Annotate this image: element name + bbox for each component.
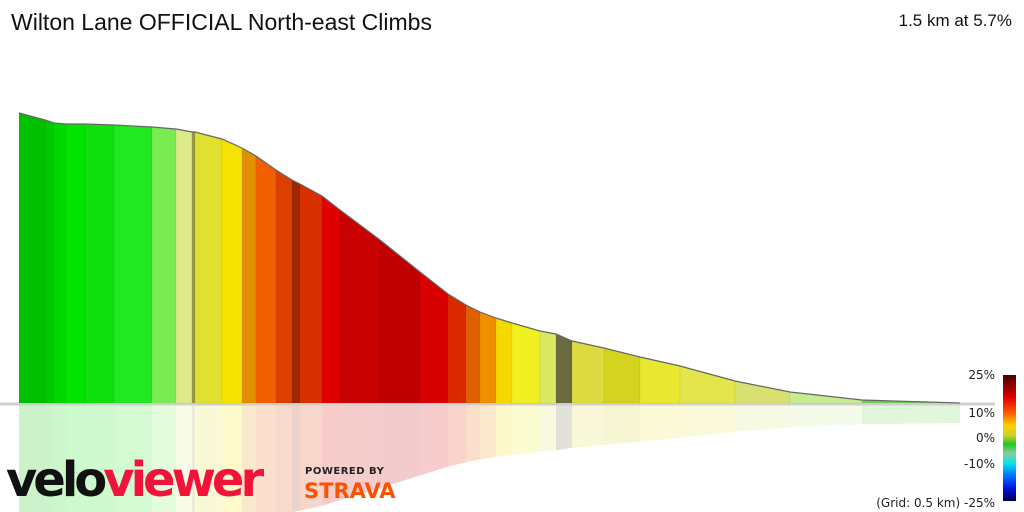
reflection-segment [192,403,195,512]
reflection-segment [195,403,222,512]
profile-segment [571,340,605,404]
legend-label-0: 0% [975,431,995,445]
reflection-segment [85,403,114,512]
profile-segment [465,304,481,404]
profile-outline [18,112,961,404]
reflection-segment [322,403,340,506]
profile-segment [65,123,86,404]
profile-segment [321,195,341,404]
reflection-segment [276,403,292,512]
reflection-segment [114,403,152,512]
profile-segment [419,271,449,404]
reflection-segment [256,403,276,512]
profile-segment [555,333,573,404]
profile-segment [18,112,46,404]
profile-reflection [19,403,960,512]
profile-segment [734,380,791,404]
reflection-segment [512,403,540,455]
reflection-segment [66,403,85,512]
reflection-segment [448,403,466,467]
reflection-segment [862,403,960,425]
reflection-segment [680,403,735,438]
profile-segment [221,138,243,404]
page-title: Wilton Lane OFFICIAL North-east Climbs [11,9,432,35]
profile-segment [44,119,55,404]
legend-label-10: 10% [968,406,995,420]
profile-segment [255,155,277,404]
reflection-segment [54,403,66,512]
gradient-color-scale [1003,375,1016,501]
reflection-segment [604,403,640,445]
profile-segment [275,169,293,404]
profile-segment [53,122,67,404]
reflection-segment [242,403,256,512]
profile-segment [495,317,513,404]
profile-segment [191,131,196,404]
reflection-segment [380,403,420,489]
legend-label-25: 25% [968,368,995,382]
reflection-segment [292,403,300,512]
climb-summary: 1.5 km at 5.7% [898,11,1012,30]
powered-by-label: POWERED BY [305,466,385,477]
profile-segment [299,183,323,404]
reflection-segment [176,403,192,512]
reflection-segment [466,403,480,463]
legend-grid-note: (Grid: 0.5 km) -25% [876,496,995,510]
reflection-segment [152,403,176,512]
reflection-segment [45,403,54,512]
profile-segments [18,112,961,404]
profile-segment [113,124,153,404]
profile-segment [291,179,301,404]
profile-segment [539,330,557,404]
profile-segment [447,293,467,404]
profile-segment [479,311,497,404]
profile-segment [194,131,223,404]
legend-label-minus10: -10% [963,457,995,471]
profile-segment [151,126,177,404]
reflection-segment [496,403,512,457]
profile-segment [511,322,541,404]
strava-logo[interactable]: STRAVA [304,479,396,503]
reflection-segment [735,403,790,432]
logo-viewer: viewer [103,452,264,508]
reflection-segment [640,403,680,442]
profile-segment [84,123,115,404]
profile-segment [379,239,421,404]
veloviewer-logo[interactable]: veloviewer [6,452,264,508]
profile-segment [241,147,257,404]
reflection-segment [790,403,862,428]
reflection-segment [19,403,45,512]
reflection-segment [556,403,572,451]
profile-segment [639,356,681,404]
reflection-segment [420,403,448,476]
reflection-segment [340,403,380,501]
reflection-segment [300,403,322,511]
reflection-segment [222,403,242,512]
profile-segment [339,209,381,404]
logo-velo: velo [6,452,107,508]
reflection-segment [480,403,496,460]
reflection-segment [540,403,556,452]
profile-segment [175,128,193,404]
reflection-segment [572,403,604,448]
profile-segment [679,365,736,404]
